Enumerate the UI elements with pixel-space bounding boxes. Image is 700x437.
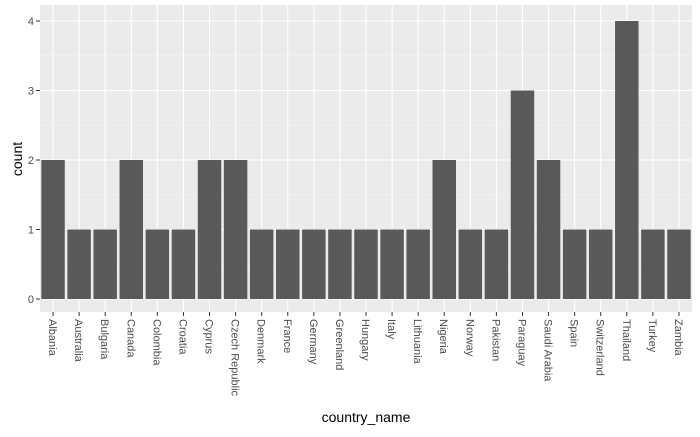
bar	[536, 160, 561, 299]
x-tick-label: Germany	[307, 319, 319, 365]
bar	[588, 229, 613, 299]
bar	[197, 160, 222, 299]
x-tick-label: Zambia	[672, 319, 684, 357]
bar	[354, 229, 378, 299]
bar	[276, 229, 300, 299]
bar	[67, 229, 91, 299]
x-tick-label: Pakistan	[489, 319, 501, 361]
bar	[432, 160, 456, 299]
x-tick-label: Croatia	[176, 319, 188, 355]
x-tick-label: France	[281, 319, 293, 353]
x-tick-label: Spain	[568, 319, 580, 347]
x-tick-label: Lithuania	[411, 319, 423, 365]
x-tick-label: Australia	[72, 319, 84, 363]
bar	[302, 229, 326, 299]
x-tick-label: Paraguay	[515, 319, 527, 367]
x-tick-label: Greenland	[333, 319, 345, 370]
x-tick-label: Italy	[385, 319, 397, 340]
x-tick-label: Czech Republic	[229, 319, 241, 397]
bar	[641, 229, 665, 299]
x-tick-label: Canada	[124, 319, 136, 358]
x-tick-label: Denmark	[255, 319, 267, 364]
x-tick-label: Switzerland	[594, 319, 606, 376]
bar	[171, 229, 196, 299]
x-tick-label: Cyprus	[203, 319, 215, 354]
x-tick-label: Bulgaria	[98, 319, 110, 360]
x-tick-label: Nigeria	[437, 319, 449, 355]
bar	[380, 229, 404, 299]
bar	[667, 229, 691, 299]
bar	[41, 160, 65, 299]
x-tick-label: Saudi Arabia	[542, 319, 554, 382]
y-tick-label: 4	[28, 16, 34, 28]
x-tick-label: Thailand	[620, 319, 632, 361]
y-tick-label: 3	[28, 86, 34, 98]
bar	[328, 229, 352, 299]
x-tick-label: Turkey	[646, 319, 658, 353]
y-axis: 0 1 2 3 4	[28, 16, 40, 306]
bar	[510, 90, 535, 299]
bar	[249, 229, 274, 299]
bar	[615, 21, 639, 299]
x-tick-label: Norway	[463, 319, 475, 357]
x-tick-label: Hungary	[359, 319, 371, 361]
bar	[562, 229, 587, 299]
bar	[145, 229, 170, 299]
bar	[406, 229, 430, 299]
y-tick-label: 0	[28, 294, 34, 306]
x-axis-title: country_name	[322, 409, 411, 425]
y-axis-title: count	[9, 142, 25, 176]
bar	[93, 229, 117, 299]
bar	[458, 229, 483, 299]
bar	[484, 229, 509, 299]
x-axis: Albania Australia Bulgaria Canada Colombia Cr…	[46, 312, 684, 397]
y-tick-label: 2	[28, 155, 34, 167]
bar	[119, 160, 144, 299]
x-tick-label: Colombia	[150, 319, 162, 366]
x-tick-label: Albania	[46, 319, 58, 357]
y-tick-label: 1	[28, 225, 34, 237]
bar	[223, 160, 248, 299]
bars	[41, 21, 691, 299]
